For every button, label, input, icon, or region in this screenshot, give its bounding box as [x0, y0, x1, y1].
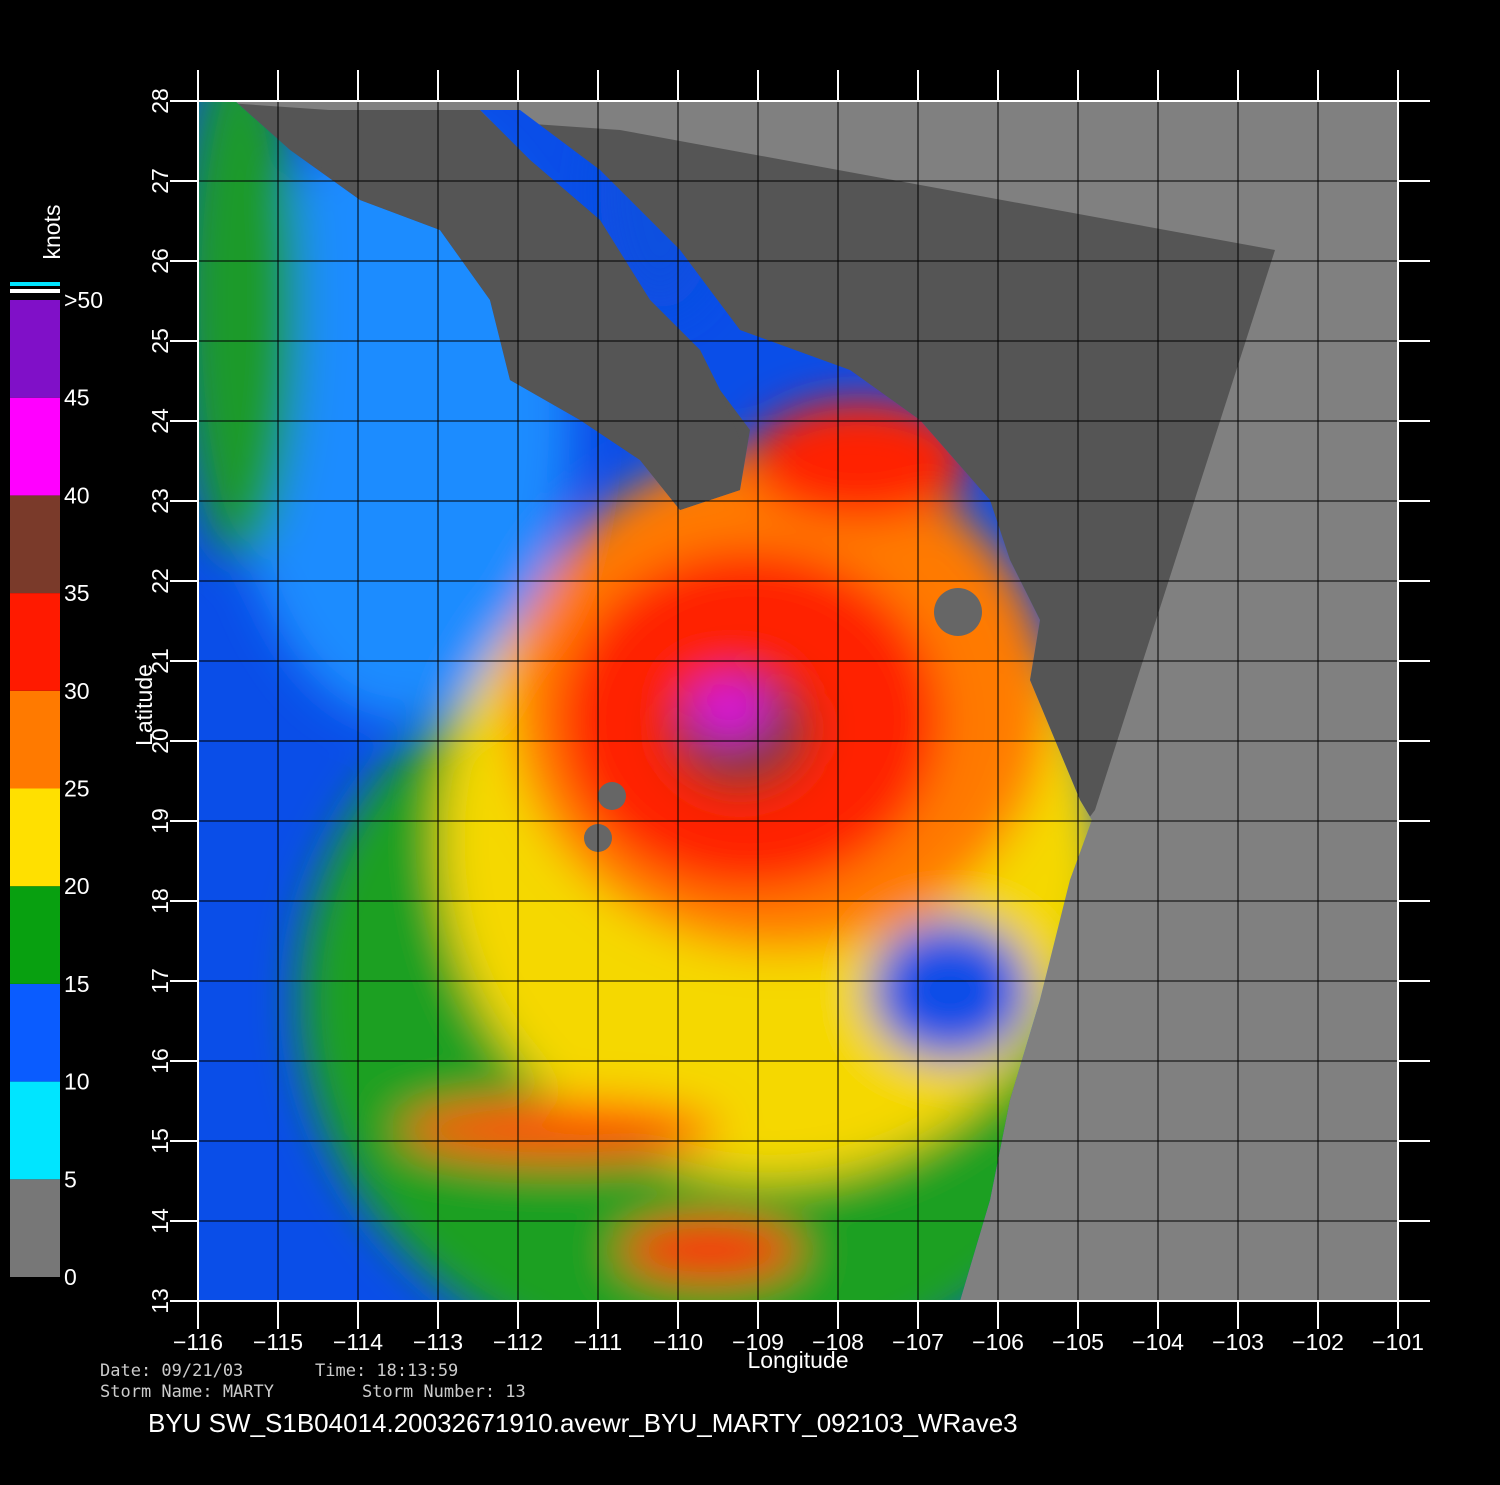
y-axis-label: Latitude [131, 664, 157, 746]
date: Date: 09/21/03 [100, 1361, 243, 1381]
colorbar-segment [10, 1179, 60, 1277]
x-axis-label: Longitude [747, 1347, 848, 1373]
y-tick-label: 13 [147, 1288, 173, 1314]
colorbar: 0 5 10 15 20 25 30 35 40 45 >50 [10, 282, 103, 1290]
colorbar-segment [10, 1081, 60, 1180]
wind-field [198, 101, 1092, 1301]
x-tick-label: −101 [1372, 1329, 1424, 1355]
x-tick-label: −109 [732, 1329, 784, 1355]
x-tick-label: −104 [1132, 1329, 1184, 1355]
colorbar-tick-label: 5 [64, 1166, 77, 1192]
y-tick-label: 17 [147, 968, 173, 994]
colorbar-segment [10, 788, 60, 887]
colorbar-tick-label: 0 [64, 1264, 77, 1290]
storm-name: Storm Name: MARTY [100, 1382, 274, 1402]
y-tick-label: 26 [147, 248, 173, 274]
colorbar-cap [10, 282, 60, 286]
grid: −116 −115 −114 −113 −112 −111 −110 −109 −108 −107… [147, 70, 1430, 1355]
x-tick-label: −107 [892, 1329, 944, 1355]
colorbar-tick-label: 10 [64, 1069, 90, 1095]
y-tick-label: 15 [147, 1128, 173, 1154]
colorbar-segment [10, 690, 60, 789]
colorbar-segment [10, 593, 60, 691]
baja-land [280, 110, 740, 510]
island [934, 588, 982, 636]
colorbar-segment [10, 495, 60, 594]
colorbar-segment [10, 886, 60, 984]
colorbar-tick-label: 15 [64, 971, 90, 997]
plot-frame [197, 100, 1399, 1302]
y-tick-label: 27 [147, 168, 173, 194]
storm-number: Storm Number: 13 [362, 1382, 526, 1402]
y-tick-label: 21 [147, 648, 173, 674]
x-tick-label: −116 [173, 1329, 223, 1355]
x-tick-label: −105 [1052, 1329, 1104, 1355]
colorbar-segment [10, 983, 60, 1082]
colorbar-cap [10, 289, 60, 293]
product-title: BYU SW_S1B04014.20032671910.avewr_BYU_MA… [148, 1408, 1018, 1438]
time: Time: 18:13:59 [315, 1361, 458, 1381]
x-tick-label: −114 [333, 1329, 383, 1355]
island [598, 782, 626, 810]
y-tick-label: 16 [147, 1048, 173, 1074]
y-tick-label: 23 [147, 488, 173, 514]
colorbar-tick-label: 40 [64, 482, 90, 508]
x-tick-label: −108 [812, 1329, 864, 1355]
colorbar-tick-label: 25 [64, 776, 90, 802]
colorbar-segment [10, 397, 60, 496]
y-tick-label: 19 [147, 808, 173, 834]
colorbar-tick-label: 20 [64, 873, 90, 899]
y-tick-label: 22 [147, 568, 173, 594]
y-tick-label: 14 [147, 1208, 173, 1234]
y-tick-label: 24 [147, 408, 173, 434]
colorbar-tick-label: >50 [64, 287, 103, 313]
y-tick-label: 20 [147, 728, 173, 754]
colorbar-tick-label: 30 [64, 678, 90, 704]
y-tick-label: 25 [147, 328, 173, 354]
colorbar-tick-label: 45 [64, 385, 90, 411]
colorbar-tick-label: 35 [64, 580, 90, 606]
colorbar-title: knots [39, 205, 65, 260]
y-tick-label: 18 [147, 888, 173, 914]
y-tick-label: 28 [147, 88, 173, 114]
colorbar-segment [10, 300, 60, 398]
x-tick-label: −112 [493, 1329, 543, 1355]
x-tick-label: −110 [653, 1329, 703, 1355]
x-tick-label: −111 [574, 1329, 622, 1355]
x-tick-label: −102 [1292, 1329, 1344, 1355]
x-tick-label: −106 [972, 1329, 1024, 1355]
x-tick-label: −115 [253, 1329, 303, 1355]
x-tick-label: −113 [413, 1329, 463, 1355]
x-tick-label: −103 [1212, 1329, 1264, 1355]
